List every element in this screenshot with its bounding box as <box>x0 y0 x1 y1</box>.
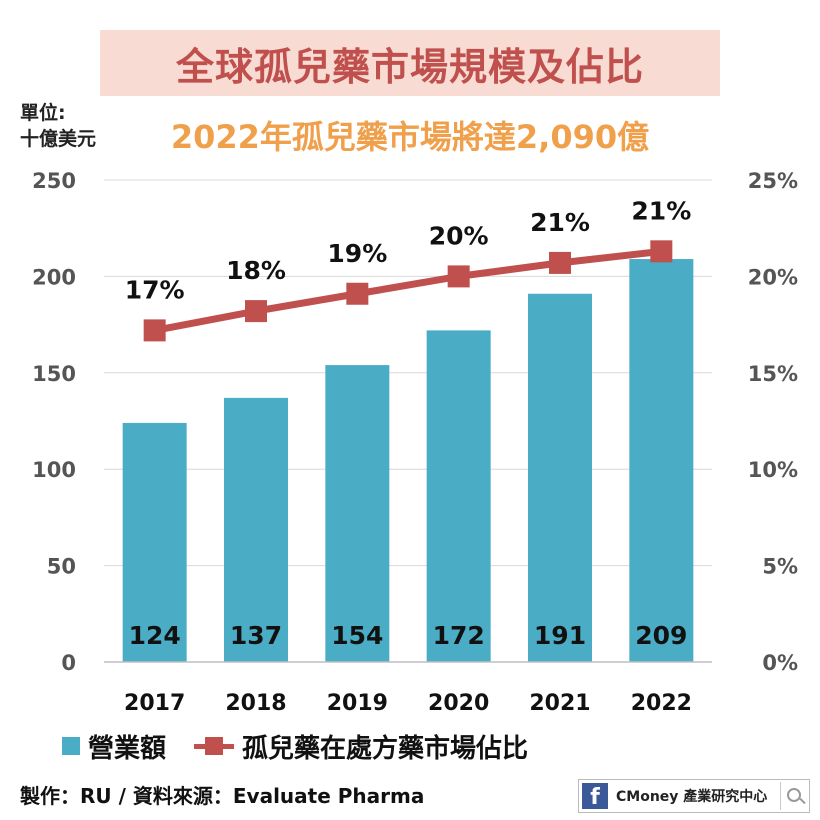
legend-item-bar: 營業額 <box>62 728 166 765</box>
share-line <box>154 247 662 334</box>
search-icon[interactable] <box>780 782 809 810</box>
unit-label: 單位: 十億美元 <box>20 100 96 152</box>
bar-value-label: 154 <box>331 621 383 650</box>
bar-series: 124 137 154 172 191 209 <box>122 259 694 662</box>
title-banner: 全球孤兒藥市場規模及佔比 <box>100 30 720 96</box>
bar-value-label: 191 <box>534 621 586 650</box>
bar-value-label: 137 <box>230 621 282 650</box>
legend-line-label: 孤兒藥在處方藥市場佔比 <box>242 733 529 764</box>
line-point <box>143 319 166 342</box>
legend-bar-label: 營業額 <box>88 733 167 764</box>
line-point <box>549 251 571 274</box>
line-value-label: 21% <box>530 208 590 237</box>
y-left-tick-label: 0 <box>61 651 76 675</box>
chart-subtitle: 2022年孤兒藥市場將達2,090億 <box>170 118 650 156</box>
bar-value-label: 124 <box>129 621 181 650</box>
y-right-tick-label: 20% <box>748 265 798 289</box>
bar <box>528 293 592 662</box>
grid-lines <box>104 179 712 663</box>
x-tick-label: 2020 <box>428 691 489 716</box>
source-credit: 製作：RU / 資料來源：Evaluate Pharma <box>20 784 425 808</box>
unit-line-2: 十億美元 <box>20 128 97 150</box>
bar <box>224 397 288 662</box>
y-right-tick-label: 5% <box>762 555 798 579</box>
unit-line-1: 單位: <box>20 102 66 124</box>
line-value-label: 19% <box>327 239 387 268</box>
line-value-label: 21% <box>631 196 691 225</box>
line-series: 17% 18% 19% 20% 21% 21% <box>125 196 691 342</box>
line-point <box>447 265 470 288</box>
x-tick-label: 2018 <box>225 691 286 716</box>
bar <box>629 259 694 662</box>
y-left-tick-label: 50 <box>47 555 76 579</box>
legend-item-line: 孤兒藥在處方藥市場佔比 <box>194 728 528 765</box>
brand-badge[interactable]: f CMoney 產業研究中心 <box>578 779 810 813</box>
line-value-label: 18% <box>226 256 286 285</box>
bar <box>122 422 187 662</box>
y-left-tick-label: 200 <box>32 265 76 289</box>
legend-line-swatch <box>194 737 235 755</box>
legend-bar-swatch <box>62 737 80 755</box>
y-right-tick-label: 0% <box>762 651 798 675</box>
bar <box>426 330 491 662</box>
x-tick-label: 2019 <box>327 691 388 716</box>
y-right-tick-label: 15% <box>748 362 798 386</box>
x-tick-label: 2017 <box>124 691 185 716</box>
line-point <box>346 282 369 305</box>
x-tick-label: 2021 <box>529 691 590 716</box>
legend: 營業額 孤兒藥在處方藥市場佔比 <box>62 728 528 764</box>
facebook-icon: f <box>582 783 608 809</box>
line-value-label: 17% <box>125 275 185 304</box>
line-point <box>245 300 267 323</box>
y-right-tick-label: 10% <box>748 458 798 482</box>
axes: 0 50 100 150 200 250 0% 5% 10% 15% 20% 25% 2017 2018 2… <box>32 169 798 716</box>
bar <box>325 365 390 662</box>
x-tick-label: 2022 <box>631 691 692 716</box>
line-value-label: 20% <box>429 221 489 250</box>
y-left-tick-label: 100 <box>32 458 76 482</box>
y-left-tick-label: 150 <box>32 362 76 386</box>
line-point <box>650 240 673 263</box>
bar-value-label: 209 <box>635 621 687 650</box>
brand-name: CMoney 產業研究中心 <box>616 789 768 805</box>
bar-value-label: 172 <box>433 621 485 650</box>
chart-title: 全球孤兒藥市場規模及佔比 <box>175 44 644 89</box>
chart-canvas: 124 137 154 172 191 209 17% 18% 19% 20% 21% 21% 0 5… <box>32 169 798 716</box>
y-left-tick-label: 250 <box>32 169 76 193</box>
y-right-tick-label: 25% <box>748 169 798 193</box>
